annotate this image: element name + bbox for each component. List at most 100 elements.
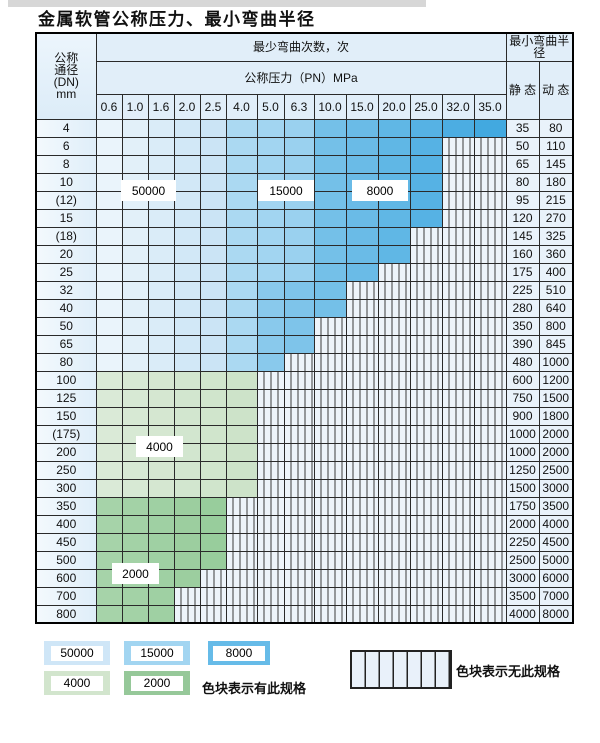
table-row: 32 225 510 (35, 280, 574, 300)
table-row: 4 35 80 (35, 118, 574, 138)
spec-cell (173, 172, 201, 192)
spec-cell (199, 388, 227, 408)
spec-cell (313, 226, 347, 246)
no-spec-cell (313, 388, 347, 408)
no-spec-cell (313, 370, 347, 390)
no-spec-cell (409, 568, 443, 588)
no-spec-cell (256, 514, 285, 534)
dn-cell: 40 (35, 298, 97, 318)
no-spec-cell (313, 604, 347, 624)
spec-cell (409, 172, 443, 192)
no-spec-cell (313, 478, 347, 498)
spec-cell (173, 532, 201, 552)
spec-cell (147, 532, 175, 552)
radius-dynamic-cell: 360 (538, 244, 574, 264)
spec-cell (283, 298, 315, 318)
spec-cell (121, 460, 149, 480)
no-spec-cell (441, 172, 475, 192)
spec-cell (173, 316, 201, 336)
no-spec-cell (313, 586, 347, 606)
pressure-value-header: 1.0 (121, 93, 149, 120)
spec-cell (121, 514, 149, 534)
spec-cell (199, 460, 227, 480)
radius-dynamic-cell: 1200 (538, 370, 574, 390)
radius-dynamic-cell: 180 (538, 172, 574, 192)
spec-cell (377, 244, 411, 264)
no-spec-cell (377, 514, 411, 534)
spec-cell (173, 208, 201, 228)
no-spec-cell (441, 550, 475, 570)
no-spec-cell (173, 586, 201, 606)
table-row: 500 2500 5000 (35, 550, 574, 570)
spec-cell (121, 604, 149, 624)
pressure-value-header: 5.0 (256, 93, 285, 120)
spec-cell (225, 136, 258, 156)
dn-cell: 80 (35, 352, 97, 372)
no-spec-cell (409, 352, 443, 372)
legend-swatch-2000: 2000 (124, 671, 190, 695)
spec-cell (121, 478, 149, 498)
no-spec-cell (377, 406, 411, 426)
no-spec-cell (225, 604, 258, 624)
spec-cell (95, 478, 123, 498)
no-spec-cell (377, 550, 411, 570)
spec-cell (147, 388, 175, 408)
no-spec-cell (377, 604, 411, 624)
spec-cell (121, 118, 149, 138)
no-spec-cell (199, 586, 227, 606)
spec-cell (121, 136, 149, 156)
no-spec-cell (345, 424, 379, 444)
spec-cell (95, 262, 123, 282)
no-spec-cell (377, 316, 411, 336)
spec-cell (173, 280, 201, 300)
no-spec-cell (473, 424, 507, 444)
no-spec-cell (345, 298, 379, 318)
no-spec-cell (377, 460, 411, 480)
spec-cell (95, 334, 123, 354)
no-spec-cell (377, 298, 411, 318)
radius-static-cell: 145 (505, 226, 540, 246)
spec-cell (409, 154, 443, 174)
no-spec-cell (345, 280, 379, 300)
radius-dynamic-cell: 400 (538, 262, 574, 282)
spec-cell (199, 514, 227, 534)
no-spec-cell (441, 568, 475, 588)
dn-cell: 15 (35, 208, 97, 228)
radius-static-cell: 2250 (505, 532, 540, 552)
spec-cell (256, 136, 285, 156)
table-row: 20 160 360 (35, 244, 574, 264)
spec-cell (147, 496, 175, 516)
dynamic-column-header: 动 态 (538, 60, 574, 120)
no-spec-cell (441, 406, 475, 426)
dn-cell: 65 (35, 334, 97, 354)
no-spec-cell (409, 586, 443, 606)
dn-cell: 300 (35, 478, 97, 498)
spec-cell (95, 352, 123, 372)
no-spec-cell (409, 298, 443, 318)
no-spec-cell (473, 136, 507, 156)
table-row: 300 1500 3000 (35, 478, 574, 498)
spec-cell (225, 388, 258, 408)
radius-static-cell: 480 (505, 352, 540, 372)
no-spec-cell (473, 172, 507, 192)
no-spec-cell (409, 388, 443, 408)
spec-cell (147, 406, 175, 426)
spec-cell (95, 442, 123, 462)
spec-cell (121, 352, 149, 372)
spec-cell (199, 208, 227, 228)
radius-dynamic-cell: 510 (538, 280, 574, 300)
no-spec-cell (283, 550, 315, 570)
table-row: 65 390 845 (35, 334, 574, 354)
spec-cell (199, 280, 227, 300)
spec-cell (225, 478, 258, 498)
no-spec-cell (473, 316, 507, 336)
spec-cell (147, 118, 175, 138)
spec-cell (256, 316, 285, 336)
no-spec-cell (345, 478, 379, 498)
no-spec-cell (313, 316, 347, 336)
no-spec-cell (345, 568, 379, 588)
spec-cell (173, 388, 201, 408)
spec-cell (121, 370, 149, 390)
spec-cell (147, 262, 175, 282)
spec-cell (313, 154, 347, 174)
